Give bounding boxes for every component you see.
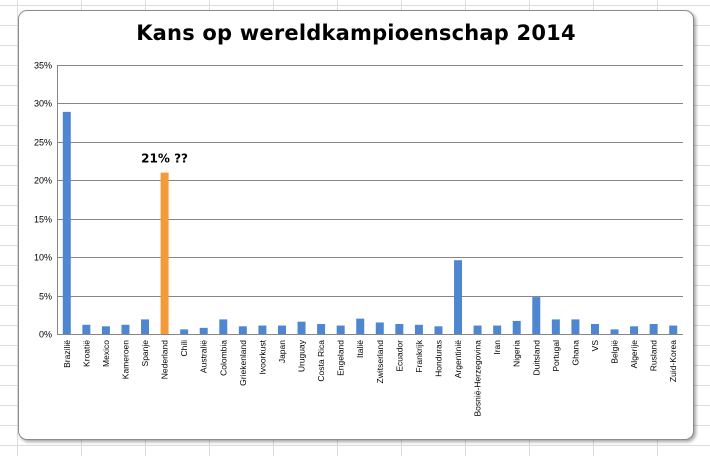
x-tick-label: Portugal bbox=[551, 340, 561, 372]
x-tick-label: Costa Rica bbox=[316, 340, 326, 382]
bar-kameroen[interactable] bbox=[121, 324, 130, 334]
bar-argentini-[interactable] bbox=[454, 260, 463, 334]
y-tick-label: 35% bbox=[34, 61, 52, 71]
bar-honduras[interactable] bbox=[434, 326, 443, 334]
bar-iran[interactable] bbox=[493, 325, 502, 334]
chart-title: Kans op wereldkampioenschap 2014 bbox=[136, 21, 576, 45]
x-tick-label: Nigeria bbox=[512, 340, 522, 367]
bar-brazili-[interactable] bbox=[62, 111, 71, 334]
bar-vs[interactable] bbox=[590, 324, 599, 334]
bar-frankrijk[interactable] bbox=[414, 324, 423, 334]
x-tick-label: Ghana bbox=[570, 340, 580, 366]
bar-engeland[interactable] bbox=[336, 325, 345, 334]
x-tick-label: Ivoorkust bbox=[257, 339, 267, 374]
bar-spanje[interactable] bbox=[141, 319, 150, 334]
x-tick-label: Spanje bbox=[140, 340, 150, 367]
bar-ecuador[interactable] bbox=[395, 324, 404, 334]
x-tick-label: Nederland bbox=[160, 340, 170, 379]
annotation-label: 21% ?? bbox=[141, 152, 188, 166]
x-tick-label: Duitsland bbox=[531, 340, 541, 376]
y-tick-label: 30% bbox=[34, 99, 52, 109]
x-tick-label: Japan bbox=[277, 340, 287, 363]
y-tick-label: 25% bbox=[34, 138, 52, 148]
x-tick-label: Zwitserland bbox=[375, 340, 385, 384]
bar-uruguay[interactable] bbox=[297, 321, 306, 334]
x-tick-label: Kroatië bbox=[81, 340, 91, 367]
bar-japan[interactable] bbox=[277, 325, 286, 334]
y-tick-label: 10% bbox=[34, 253, 52, 263]
x-axis-ticks: Brazilië Kroatië Mexico Kameroen Spanje Neder… bbox=[62, 339, 678, 416]
x-tick-label: België bbox=[610, 340, 620, 364]
gridlines bbox=[57, 65, 683, 335]
bar-griekenland[interactable] bbox=[238, 326, 247, 334]
x-tick-label: Bosnië-Herzegovina bbox=[473, 340, 483, 417]
y-tick-label: 0% bbox=[39, 330, 52, 340]
x-tick-label: Colombia bbox=[218, 340, 228, 376]
bar-algerije[interactable] bbox=[630, 326, 639, 334]
bar-nigeria[interactable] bbox=[512, 320, 521, 334]
y-axis-ticks: 0% 5% 10% 15% 20% 25% 30% 35% bbox=[34, 61, 52, 340]
x-tick-label: Ecuador bbox=[394, 340, 404, 372]
x-tick-label: Italië bbox=[355, 340, 365, 358]
x-tick-label: Kameroen bbox=[120, 340, 130, 379]
x-tick-label: Honduras bbox=[433, 340, 443, 377]
bar-rusland[interactable] bbox=[649, 324, 658, 334]
x-tick-label: VS bbox=[590, 340, 600, 352]
x-tick-label: Griekenland bbox=[238, 340, 248, 386]
bar-kroati-[interactable] bbox=[82, 324, 91, 334]
bar-belgi-[interactable] bbox=[610, 329, 619, 334]
x-tick-label: Australië bbox=[199, 340, 209, 373]
bar-portugal[interactable] bbox=[551, 319, 560, 334]
x-tick-label: Rusland bbox=[649, 340, 659, 371]
x-tick-label: Uruguay bbox=[297, 339, 307, 372]
x-tick-label: Brazilië bbox=[62, 340, 72, 368]
bar-chart: 0% 5% 10% 15% 20% 25% 30% 35% Brazilië Kroatië Me… bbox=[34, 61, 683, 417]
bar-mexico[interactable] bbox=[101, 326, 110, 334]
chart-container[interactable]: Kans op wereldkampioenschap 2014 0% 5% 10%… bbox=[18, 10, 694, 440]
x-tick-label: Engeland bbox=[336, 340, 346, 376]
bar-australi-[interactable] bbox=[199, 327, 208, 334]
bar-chili[interactable] bbox=[180, 329, 189, 334]
bar-bosni-herzegovina[interactable] bbox=[473, 325, 482, 334]
bar-nederland[interactable] bbox=[160, 172, 169, 334]
annotations: 21% ?? bbox=[141, 152, 188, 166]
bar-costa-rica[interactable] bbox=[317, 324, 326, 334]
y-tick-label: 15% bbox=[34, 215, 52, 225]
bar-zuid-korea[interactable] bbox=[669, 325, 678, 334]
x-tick-label: Mexico bbox=[101, 340, 111, 367]
x-tick-label: Iran bbox=[492, 340, 502, 355]
y-tick-label: 5% bbox=[39, 292, 52, 302]
bar-duitsland[interactable] bbox=[532, 297, 541, 334]
x-tick-label: Frankrijk bbox=[414, 339, 424, 372]
bars bbox=[62, 111, 678, 334]
x-tick-label: Zuid-Korea bbox=[668, 340, 678, 382]
bar-ghana[interactable] bbox=[571, 319, 580, 334]
bar-itali-[interactable] bbox=[356, 318, 365, 334]
x-tick-label: Algerije bbox=[629, 340, 639, 369]
bar-zwitserland[interactable] bbox=[375, 322, 384, 334]
bar-ivoorkust[interactable] bbox=[258, 325, 267, 334]
x-tick-label: Chili bbox=[179, 340, 189, 357]
x-tick-label: Argentinië bbox=[453, 340, 463, 379]
bar-colombia[interactable] bbox=[219, 319, 228, 334]
y-tick-label: 20% bbox=[34, 176, 52, 186]
